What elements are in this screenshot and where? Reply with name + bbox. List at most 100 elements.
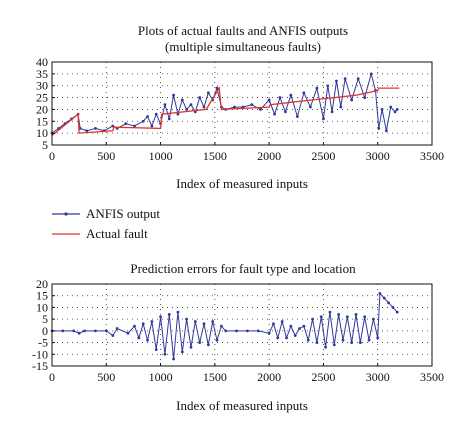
chart-bottom-data-point: [276, 336, 280, 340]
chart-bottom-data-point: [141, 322, 145, 326]
chart-bottom-data-point: [83, 329, 86, 333]
chart-top-data-point: [202, 105, 206, 109]
legend-marker-anfis: [64, 212, 68, 216]
chart-top-data-point: [380, 108, 384, 111]
chart-top-data-point: [393, 110, 397, 114]
chart-bottom-data-point: [167, 313, 171, 316]
chart-bottom-data-point: [176, 310, 180, 314]
chart-top-ytick-label: 20: [36, 102, 48, 116]
chart-top-data-point: [94, 126, 97, 130]
chart-bottom-data-point: [172, 357, 176, 361]
chart-top-data-point: [233, 105, 236, 109]
chart-top-data-point: [377, 126, 381, 130]
chart-top-xtick-label: 1000: [149, 149, 173, 163]
chart-top-data-point: [326, 84, 330, 88]
chart-top-ytick-label: 5: [42, 138, 48, 152]
chart-bottom-data-point: [358, 341, 362, 344]
chart-bottom-data-point: [341, 338, 345, 342]
chart-top-data-point: [146, 115, 149, 118]
chart-bottom-data-point: [219, 324, 223, 328]
chart-bottom-data-point: [185, 317, 189, 321]
chart-top-ytick-label: 10: [36, 126, 48, 140]
chart-bottom-data-point: [246, 329, 249, 333]
chart-bottom-data-point: [387, 301, 390, 305]
chart-bottom-data-point: [302, 324, 306, 328]
chart-top-subtitle: (multiple simultaneous faults): [165, 39, 321, 54]
chart-bottom-data-point: [111, 334, 115, 337]
chart-bottom-xtick-label: 3500: [420, 370, 444, 384]
chart-top-xtick-label: 2500: [311, 149, 335, 163]
legend-entry-anfis: ANFIS output: [52, 206, 160, 221]
chart-bottom-xtick-label: 2500: [311, 370, 335, 384]
chart-bottom-data-point: [280, 320, 284, 323]
chart-top-data-point: [356, 77, 360, 80]
chart-bottom-xtick-label: 2000: [257, 370, 281, 384]
chart-top-xtick-label: 0: [49, 149, 55, 163]
chart-bottom: Prediction errors for fault type and loc…: [32, 261, 444, 413]
chart-bottom-data-point: [189, 345, 193, 349]
chart-top-data-point: [133, 124, 136, 128]
chart-top-xtick-label: 500: [97, 149, 115, 163]
chart-bottom-frame: [51, 283, 433, 367]
chart-top-data-point: [250, 103, 254, 107]
chart-top-data-point: [369, 72, 373, 76]
chart-top-xlabel: Index of measured inputs: [176, 176, 308, 191]
chart-bottom-data-point: [332, 343, 336, 347]
chart-top-data-point: [176, 112, 180, 116]
chart-bottom-xticks: 0 500 1000 1500 2000 2500 3000 3500: [49, 363, 444, 384]
chart-top-data-point: [167, 117, 171, 121]
chart-bottom-series-line-error: [52, 292, 398, 360]
chart-top-data-point: [85, 129, 89, 133]
chart-bottom-data-point: [94, 329, 97, 333]
chart-top-grid: [52, 62, 432, 145]
chart-top-data-point: [180, 98, 184, 102]
chart-top-data-point: [295, 115, 299, 118]
chart-top-xtick-label: 3500: [420, 149, 444, 163]
chart-bottom-xtick-label: 0: [49, 370, 55, 384]
legend-label-actual: Actual fault: [86, 226, 148, 241]
chart-top-ytick-label: 15: [36, 114, 48, 128]
legend-entry-actual: Actual fault: [52, 226, 148, 241]
chart-bottom-xtick-label: 500: [97, 370, 115, 384]
chart-bottom-data-point: [319, 315, 323, 319]
chart-top-data-point: [278, 96, 282, 99]
chart-bottom-data-point: [61, 329, 65, 333]
chart-top-ytick-label: 35: [36, 67, 48, 81]
chart-bottom-data-point: [306, 338, 310, 342]
chart-bottom-data-point: [363, 315, 367, 319]
chart-bottom-xtick-label: 3000: [366, 370, 390, 384]
chart-bottom-data-point: [193, 320, 197, 323]
chart-top-data-point: [215, 86, 219, 90]
chart-bottom-xlabel: Index of measured inputs: [176, 398, 308, 413]
chart-top-series-line-actual-fault: [51, 86, 400, 137]
chart-bottom-data-point: [328, 310, 332, 314]
chart-top-data-point: [395, 108, 399, 111]
chart-bottom-data-point: [391, 306, 395, 309]
chart-bottom-ytick-label: 15: [36, 289, 48, 303]
chart-bottom-data-point: [202, 322, 206, 326]
chart-top-data-point: [315, 86, 319, 90]
chart-bottom-data-point: [376, 336, 380, 340]
chart-top-ytick-label: 40: [36, 55, 48, 69]
chart-top-data-point: [309, 105, 312, 109]
chart-bottom-data-point: [235, 329, 238, 333]
chart-bottom-data-point: [293, 334, 297, 337]
chart-top-xtick-label: 2000: [257, 149, 281, 163]
chart-top-data-point: [154, 112, 158, 116]
chart-bottom-data-point: [298, 327, 301, 330]
chart-bottom-data-point: [150, 320, 154, 323]
chart-top-data-point: [385, 129, 388, 133]
chart-top-data-point: [141, 119, 145, 123]
chart-top-title: Plots of actual faults and ANFIS outputs: [138, 23, 348, 38]
chart-bottom-data-point: [285, 336, 288, 340]
chart-top-data-point: [185, 108, 189, 111]
chart-top-xtick-label: 1500: [203, 149, 227, 163]
chart-bottom-ytick-label: -15: [32, 359, 48, 373]
chart-bottom-data-point: [159, 315, 162, 319]
legend-label-anfis: ANFIS output: [86, 206, 160, 221]
chart-bottom-data-point: [224, 329, 228, 333]
chart-bottom-data-point: [198, 341, 202, 344]
